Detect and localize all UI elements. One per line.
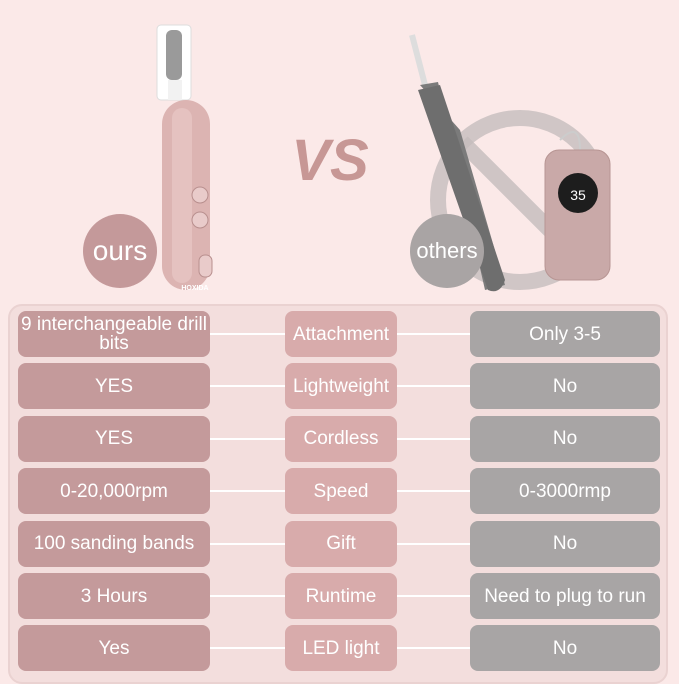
others-value: No bbox=[470, 625, 660, 672]
ours-nail-drill-image: HOXIDA bbox=[156, 24, 213, 292]
others-value: Need to plug to run bbox=[470, 573, 660, 619]
feature-label: Speed bbox=[285, 468, 397, 515]
feature-label: Gift bbox=[285, 520, 397, 567]
feature-label: Cordless bbox=[285, 415, 397, 462]
brand-logo: HOXIDA bbox=[181, 285, 208, 292]
comparison-row: 9 interchangeable drill bits Attachment … bbox=[0, 311, 679, 357]
ours-value: 9 interchangeable drill bits bbox=[18, 311, 210, 357]
ours-value: YES bbox=[18, 415, 210, 462]
comparison-row: 0-20,000rpm Speed 0-3000rmp bbox=[0, 468, 679, 515]
feature-label: Lightweight bbox=[285, 363, 397, 410]
comparison-row: YES Cordless No bbox=[0, 415, 679, 462]
vs-graphic: VS bbox=[291, 128, 369, 193]
product-comparison-illustration: HOXIDA VS 35 bbox=[156, 24, 611, 292]
feature-label: LED light bbox=[285, 625, 397, 672]
others-value: Only 3-5 bbox=[470, 311, 660, 357]
comparison-row: 100 sanding bands Gift No bbox=[0, 520, 679, 567]
feature-label: Attachment bbox=[285, 311, 397, 357]
comparison-row: 3 Hours Runtime Need to plug to run bbox=[0, 573, 679, 619]
ours-value: 3 Hours bbox=[18, 573, 210, 619]
ours-value: Yes bbox=[18, 625, 210, 672]
others-value: 0-3000rmp bbox=[470, 468, 660, 515]
ours-badge: ours bbox=[83, 214, 157, 288]
device-display: 35 bbox=[570, 187, 586, 203]
others-badge: others bbox=[410, 214, 484, 288]
comparison-row: Yes LED light No bbox=[0, 625, 679, 672]
others-value: No bbox=[470, 415, 660, 462]
feature-label: Runtime bbox=[285, 573, 397, 619]
hero-section: HOXIDA VS 35 ours others bbox=[0, 0, 679, 300]
comparison-row: YES Lightweight No bbox=[0, 363, 679, 410]
vs-text: VS bbox=[291, 128, 369, 193]
ours-value: 0-20,000rpm bbox=[18, 468, 210, 515]
ours-value: YES bbox=[18, 363, 210, 410]
others-nail-drill-image: 35 bbox=[409, 34, 611, 292]
others-value: No bbox=[470, 520, 660, 567]
ours-value: 100 sanding bands bbox=[18, 520, 210, 567]
others-value: No bbox=[470, 363, 660, 410]
